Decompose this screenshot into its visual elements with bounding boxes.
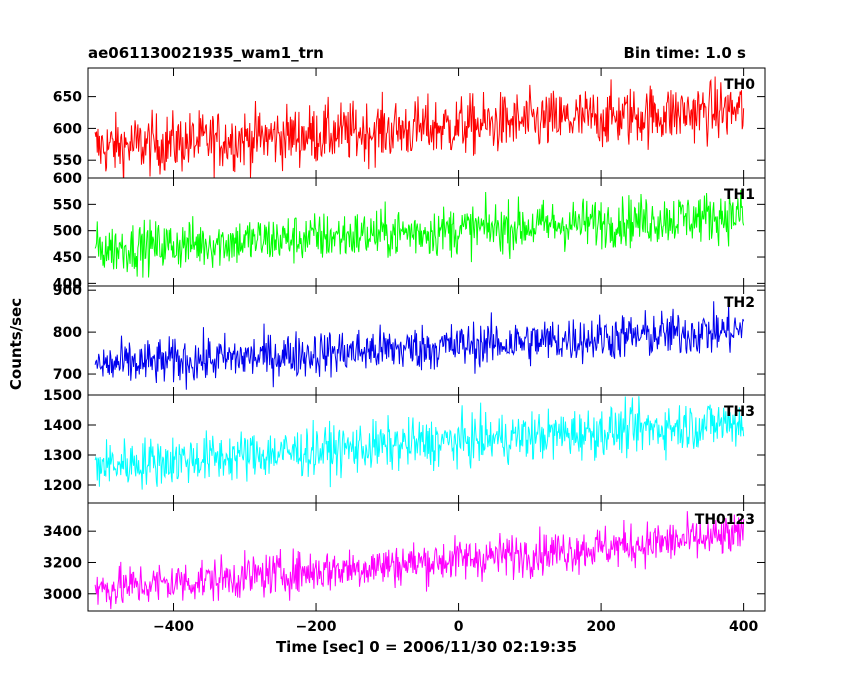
- y-tick-label: 3000: [43, 587, 82, 603]
- y-tick-label: 600: [53, 171, 82, 187]
- y-tick-label: 550: [53, 153, 82, 169]
- chart-title: ae061130021935_wam1_trn: [88, 44, 324, 62]
- y-tick-label: 650: [53, 90, 82, 106]
- y-tick-label: 600: [53, 121, 82, 137]
- x-tick-label: 200: [586, 619, 615, 635]
- series-label-th1: TH1: [724, 187, 755, 203]
- y-axis-label: Counts/sec: [7, 297, 25, 391]
- panel-th1: 400 450 500 550 600 TH1: [53, 171, 766, 292]
- y-tick-label: 700: [53, 367, 82, 383]
- panel-th0: 550 600 650 TH0: [53, 67, 766, 179]
- y-tick-label: 550: [53, 197, 82, 213]
- y-tick-label: 1500: [43, 388, 82, 404]
- y-tick-label: 1400: [43, 418, 82, 434]
- panel-th0123: 3000 3200 3400 −400 −200 0 200 400 TH0123: [43, 502, 766, 635]
- y-tick-label: 900: [53, 283, 82, 299]
- y-tick-label: 3400: [43, 524, 82, 540]
- series-label-th3: TH3: [724, 404, 755, 420]
- series-line-th3: [94, 396, 745, 490]
- panel-th3: 1200 1300 1400 1500 TH3: [43, 388, 766, 504]
- series-line-th1: [94, 189, 745, 278]
- x-tick-label: 400: [729, 619, 758, 635]
- series-line-th2: [94, 301, 745, 390]
- series-line-th0123: [94, 511, 745, 610]
- y-tick-label: 1200: [43, 478, 82, 494]
- x-tick-label: 0: [454, 619, 464, 635]
- x-tick-label: −200: [296, 619, 337, 635]
- y-tick-label: 450: [53, 250, 82, 266]
- series-line-th0: [94, 76, 745, 178]
- y-tick-label: 500: [53, 224, 82, 240]
- bin-time-label: Bin time: 1.0 s: [623, 44, 746, 62]
- panel-frame: [87, 502, 766, 612]
- x-tick-label: −400: [153, 619, 194, 635]
- series-label-th2: TH2: [724, 295, 755, 311]
- y-tick-label: 800: [53, 325, 82, 341]
- y-tick-label: 3200: [43, 555, 82, 571]
- y-tick-label: 1300: [43, 448, 82, 464]
- series-label-th0: TH0: [724, 77, 755, 93]
- x-axis-label: Time [sec] 0 = 2006/11/30 02:19:35: [275, 638, 578, 656]
- panel-frame: [87, 177, 766, 287]
- panel-th2: 700 800 900 TH2: [53, 283, 766, 396]
- y-tick-label: 400: [53, 276, 82, 292]
- panel-frame: [87, 285, 766, 396]
- series-label-th0123: TH0123: [695, 512, 755, 528]
- panel-frame: [87, 394, 766, 504]
